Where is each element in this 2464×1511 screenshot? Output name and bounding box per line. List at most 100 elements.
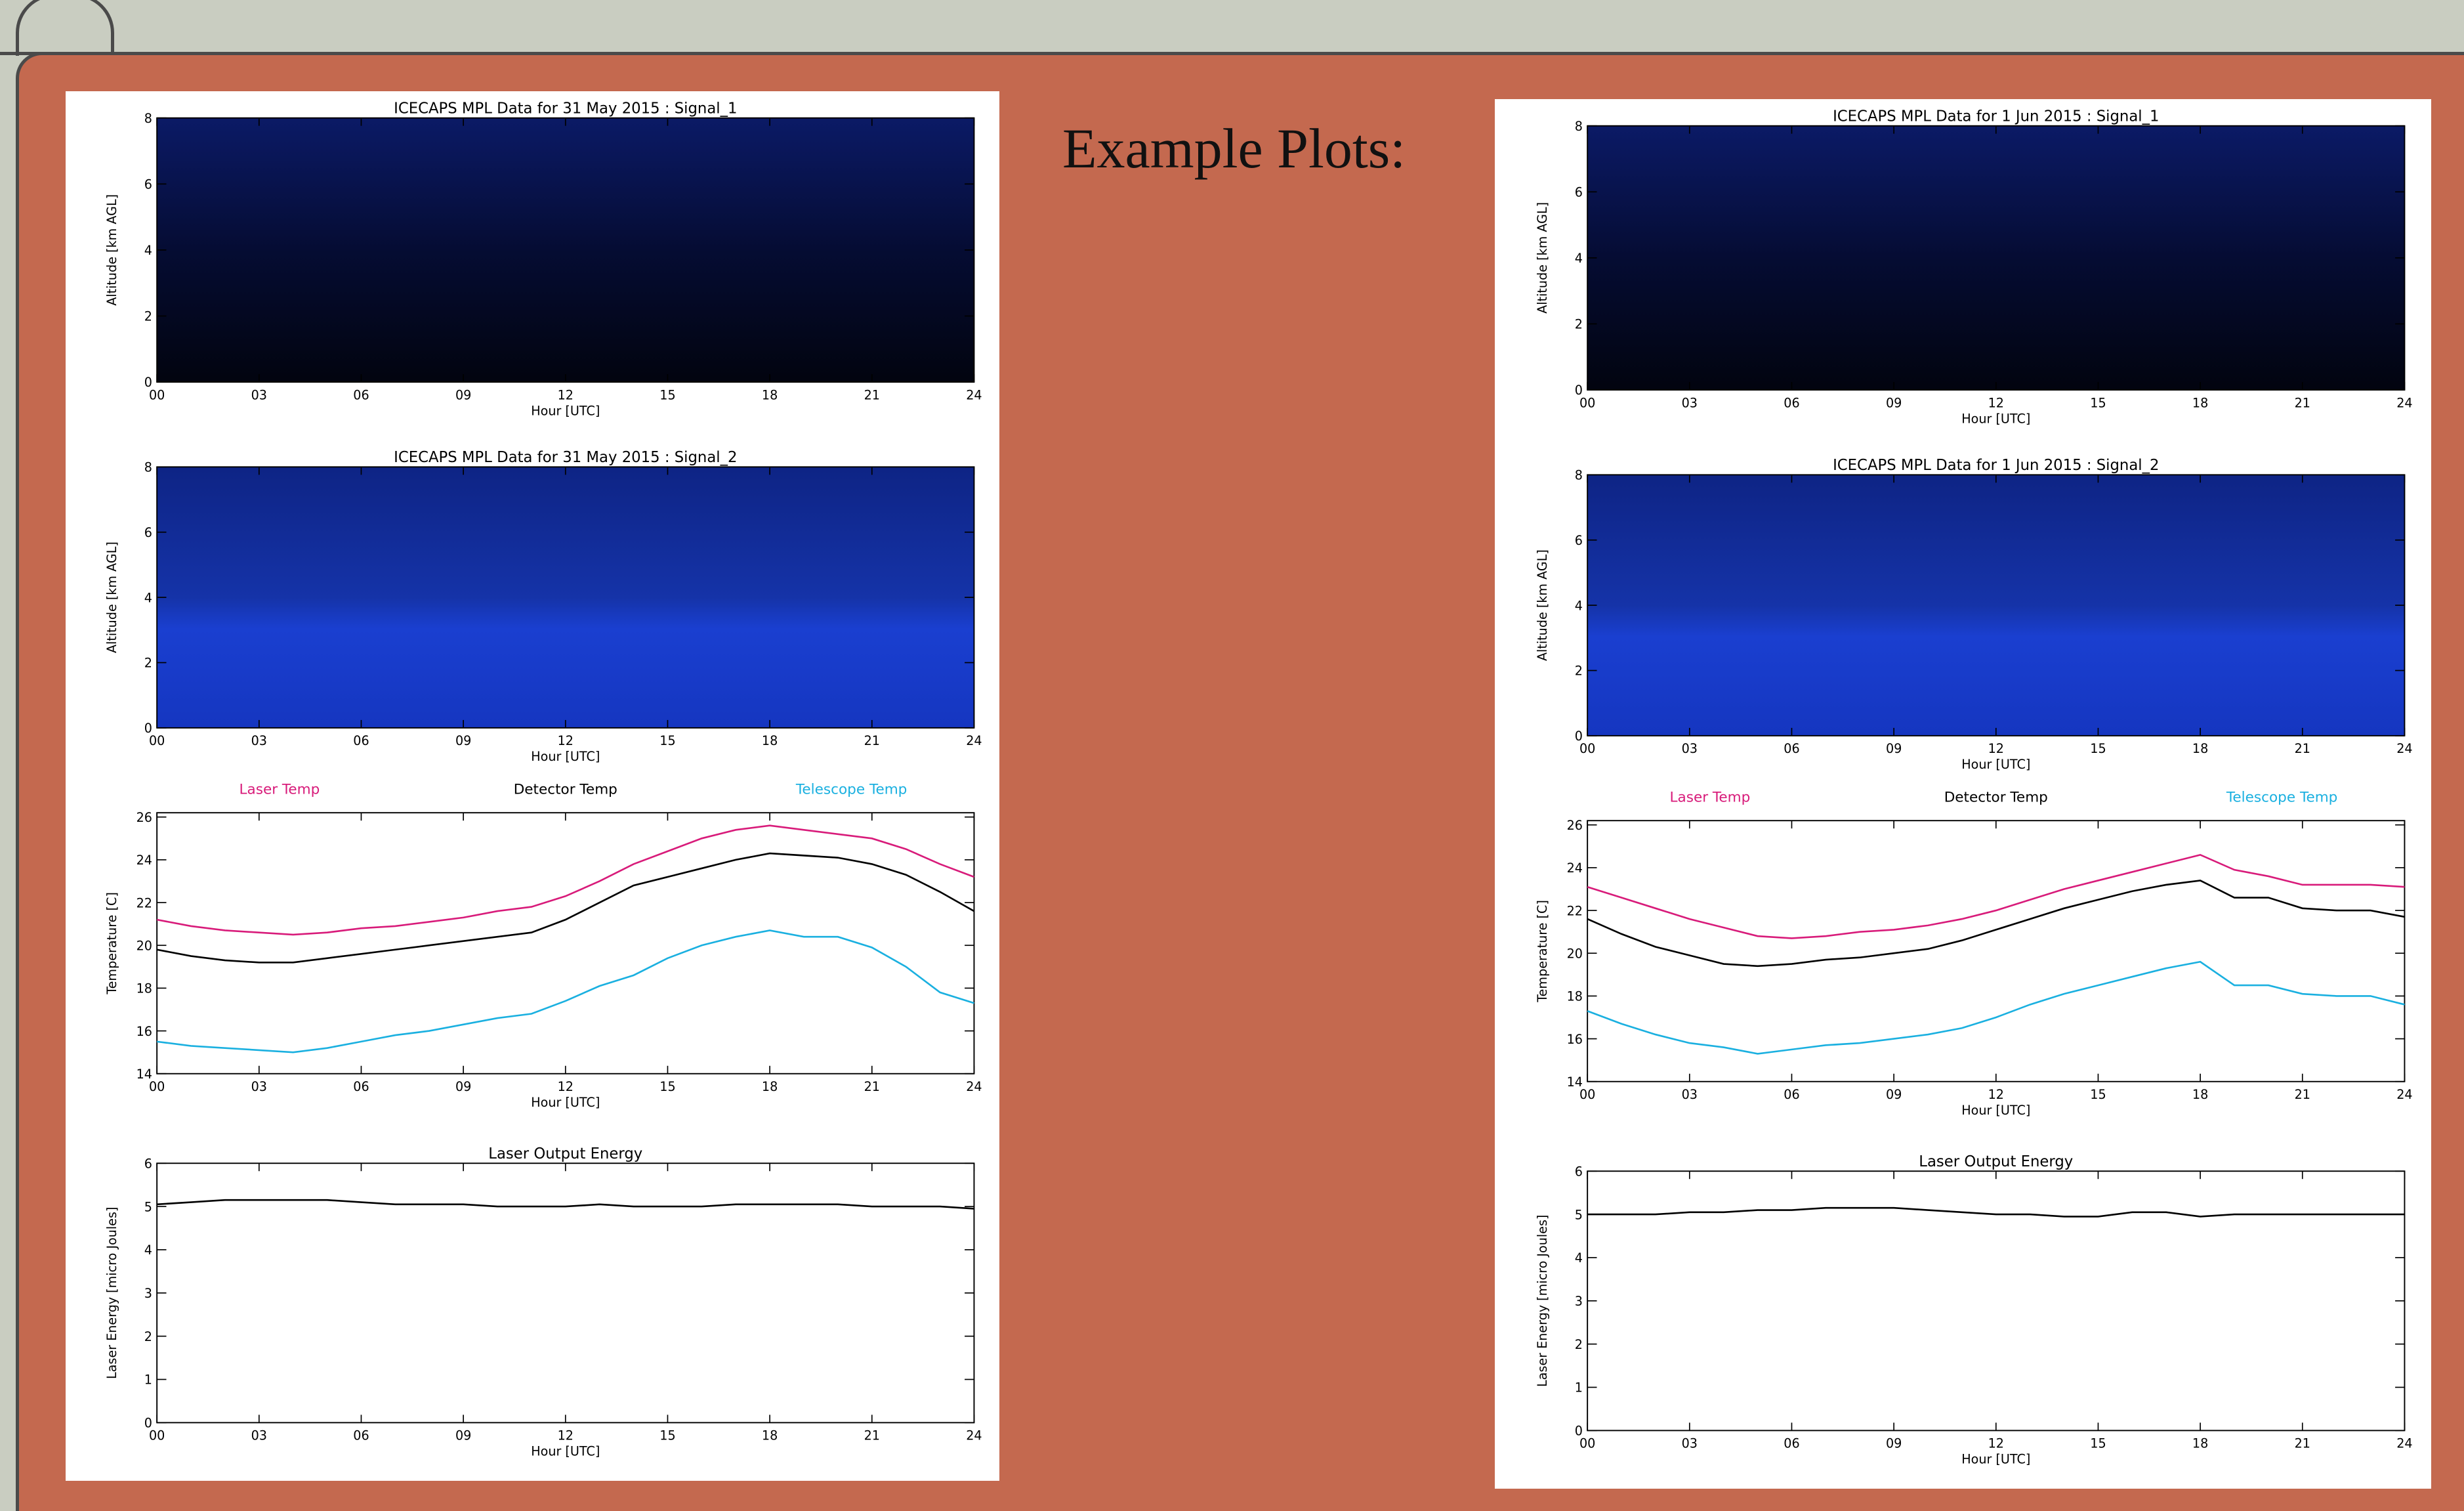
y-tick-label: 6 (1575, 1164, 1583, 1179)
x-tick-label: 24 (2396, 1436, 2412, 1451)
x-tick-label: 21 (2295, 1436, 2310, 1451)
y-tick-label: 16 (1567, 1032, 1583, 1047)
x-axis-label: Hour [UTC] (531, 1444, 600, 1459)
y-tick-label: 0 (144, 1416, 152, 1431)
y-axis-label: Altitude [km AGL] (1535, 202, 1550, 314)
x-tick-label: 12 (558, 733, 574, 748)
y-tick-label: 4 (144, 243, 152, 258)
heatmap-image (1587, 125, 2405, 391)
x-tick-label: 06 (353, 1428, 369, 1443)
y-tick-label: 0 (144, 375, 152, 390)
top-bar (0, 0, 2464, 56)
x-tick-label: 24 (966, 387, 982, 402)
x-tick-label: 21 (864, 387, 880, 402)
y-tick-label: 2 (144, 1329, 152, 1344)
y-tick-label: 2 (1575, 664, 1583, 679)
x-tick-label: 15 (2090, 741, 2106, 756)
x-tick-label: 21 (2295, 395, 2310, 410)
legend-label: Detector Temp (1944, 789, 2048, 805)
legend-label: Laser Temp (240, 781, 320, 798)
x-tick-label: 12 (1988, 741, 2004, 756)
x-tick-label: 09 (1886, 1087, 1902, 1102)
x-axis-label: Hour [UTC] (1961, 411, 2030, 426)
x-tick-label: 21 (864, 733, 880, 748)
x-tick-label: 00 (1579, 1436, 1595, 1451)
x-tick-label: 18 (2192, 395, 2208, 410)
chart-title: ICECAPS MPL Data for 31 May 2015 : Signa… (394, 449, 737, 466)
x-tick-label: 00 (1579, 1087, 1595, 1102)
y-tick-label: 0 (1575, 1424, 1583, 1439)
x-tick-label: 21 (864, 1079, 880, 1094)
y-tick-label: 6 (1575, 184, 1583, 200)
heading: Example Plots: (1062, 117, 1406, 180)
x-tick-label: 06 (1784, 395, 1799, 410)
legend-label: Laser Temp (1670, 789, 1751, 805)
x-tick-label: 12 (1988, 1087, 2004, 1102)
x-axis-label: Hour [UTC] (531, 749, 600, 764)
x-tick-label: 18 (2192, 741, 2208, 756)
x-tick-label: 03 (1682, 741, 1698, 756)
x-tick-label: 12 (558, 1428, 574, 1443)
x-tick-label: 12 (558, 1079, 574, 1094)
y-tick-label: 6 (144, 525, 152, 540)
y-tick-label: 24 (1567, 861, 1583, 876)
y-axis-label: Altitude [km AGL] (104, 542, 119, 653)
data-line (156, 929, 974, 1053)
y-tick-label: 4 (1575, 251, 1583, 266)
x-tick-label: 24 (2396, 741, 2412, 756)
x-tick-label: 03 (1682, 1087, 1698, 1102)
y-axis-label: Laser Energy [micro Joules] (104, 1207, 119, 1379)
x-tick-label: 24 (2396, 395, 2412, 410)
x-tick-label: 15 (659, 387, 675, 402)
chart-title: Laser Output Energy (1919, 1153, 2073, 1170)
x-tick-label: 09 (455, 1079, 471, 1094)
y-tick-label: 24 (136, 853, 152, 868)
y-tick-label: 22 (136, 895, 152, 910)
x-tick-label: 21 (2295, 1087, 2310, 1102)
y-tick-label: 2 (144, 309, 152, 324)
y-tick-label: 20 (1567, 946, 1583, 961)
x-tick-label: 15 (2090, 1087, 2106, 1102)
x-tick-label: 06 (1784, 741, 1799, 756)
tab (16, 0, 114, 56)
y-tick-label: 3 (1575, 1294, 1583, 1309)
x-tick-label: 06 (1784, 1436, 1799, 1451)
x-tick-label: 03 (251, 387, 267, 402)
x-tick-label: 15 (2090, 395, 2106, 410)
x-tick-label: 15 (659, 733, 675, 748)
y-tick-label: 18 (136, 981, 152, 996)
y-tick-label: 4 (144, 590, 152, 605)
x-tick-label: 03 (251, 1428, 267, 1443)
y-tick-label: 0 (1575, 729, 1583, 744)
x-axis-label: Hour [UTC] (1961, 1452, 2030, 1467)
x-tick-label: 15 (659, 1079, 675, 1094)
y-tick-label: 0 (1575, 383, 1583, 398)
x-tick-label: 09 (1886, 741, 1902, 756)
y-tick-label: 6 (144, 1156, 152, 1171)
x-tick-label: 18 (762, 733, 778, 748)
x-tick-label: 12 (558, 387, 574, 402)
x-tick-label: 09 (455, 387, 471, 402)
x-tick-label: 18 (2192, 1436, 2208, 1451)
x-tick-label: 21 (864, 1428, 880, 1443)
y-tick-label: 4 (144, 1243, 152, 1258)
x-tick-label: 06 (353, 1079, 369, 1094)
x-tick-label: 00 (1579, 741, 1595, 756)
y-tick-label: 26 (1567, 818, 1583, 833)
x-tick-label: 06 (1784, 1087, 1799, 1102)
x-tick-label: 18 (762, 387, 778, 402)
plot-frame (156, 1162, 975, 1424)
y-tick-label: 2 (144, 656, 152, 671)
y-tick-label: 8 (1575, 468, 1583, 483)
y-tick-label: 2 (1575, 317, 1583, 332)
x-tick-label: 24 (966, 733, 982, 748)
x-tick-label: 18 (762, 1428, 778, 1443)
x-tick-label: 06 (353, 387, 369, 402)
y-tick-label: 1 (1575, 1380, 1583, 1395)
y-tick-label: 5 (1575, 1207, 1583, 1222)
data-line (156, 852, 975, 964)
x-tick-label: 09 (455, 1428, 471, 1443)
y-axis-label: Temperature [C] (1535, 900, 1550, 1003)
